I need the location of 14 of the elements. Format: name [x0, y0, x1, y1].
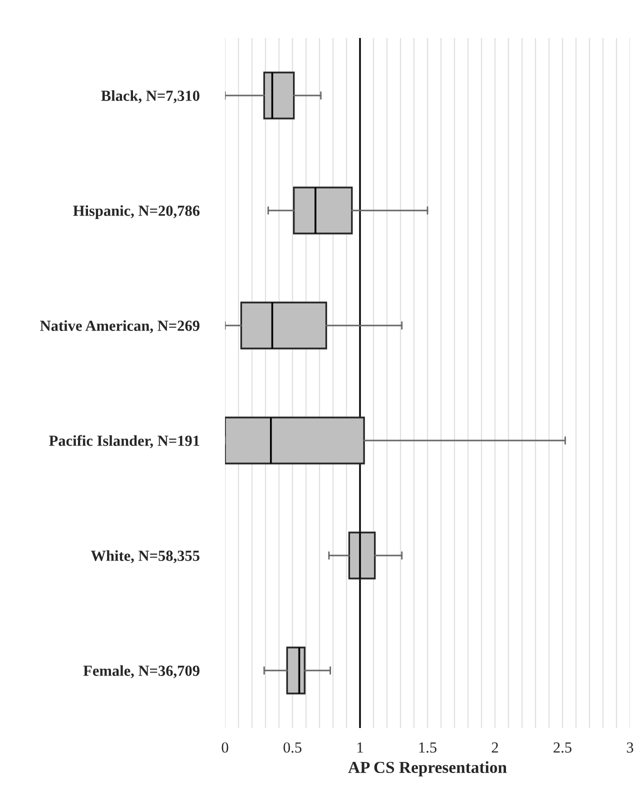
y-tick-label: White, N=58,355	[90, 550, 200, 564]
x-tick-label: 0.5	[284, 742, 302, 753]
y-tick-label: Female, N=36,709	[83, 665, 200, 678]
y-tick-label: Hispanic, N=20,786	[73, 205, 200, 220]
x-tick-label: 3	[626, 742, 634, 753]
x-tick-label: 0	[222, 742, 228, 753]
x-tick-label: 1	[358, 742, 363, 752]
x-tick-label: 2	[492, 742, 498, 752]
x-axis-title: AP CS Representation	[348, 761, 507, 776]
x-tick-label: 1.5	[419, 742, 436, 753]
y-tick-label: Pacific Islander, N=191	[49, 435, 200, 448]
x-tick-label: 2.5	[554, 742, 572, 753]
y-tick-label: Black, N=7,310	[101, 90, 200, 104]
y-tick-label: Native American, N=269	[40, 320, 200, 334]
